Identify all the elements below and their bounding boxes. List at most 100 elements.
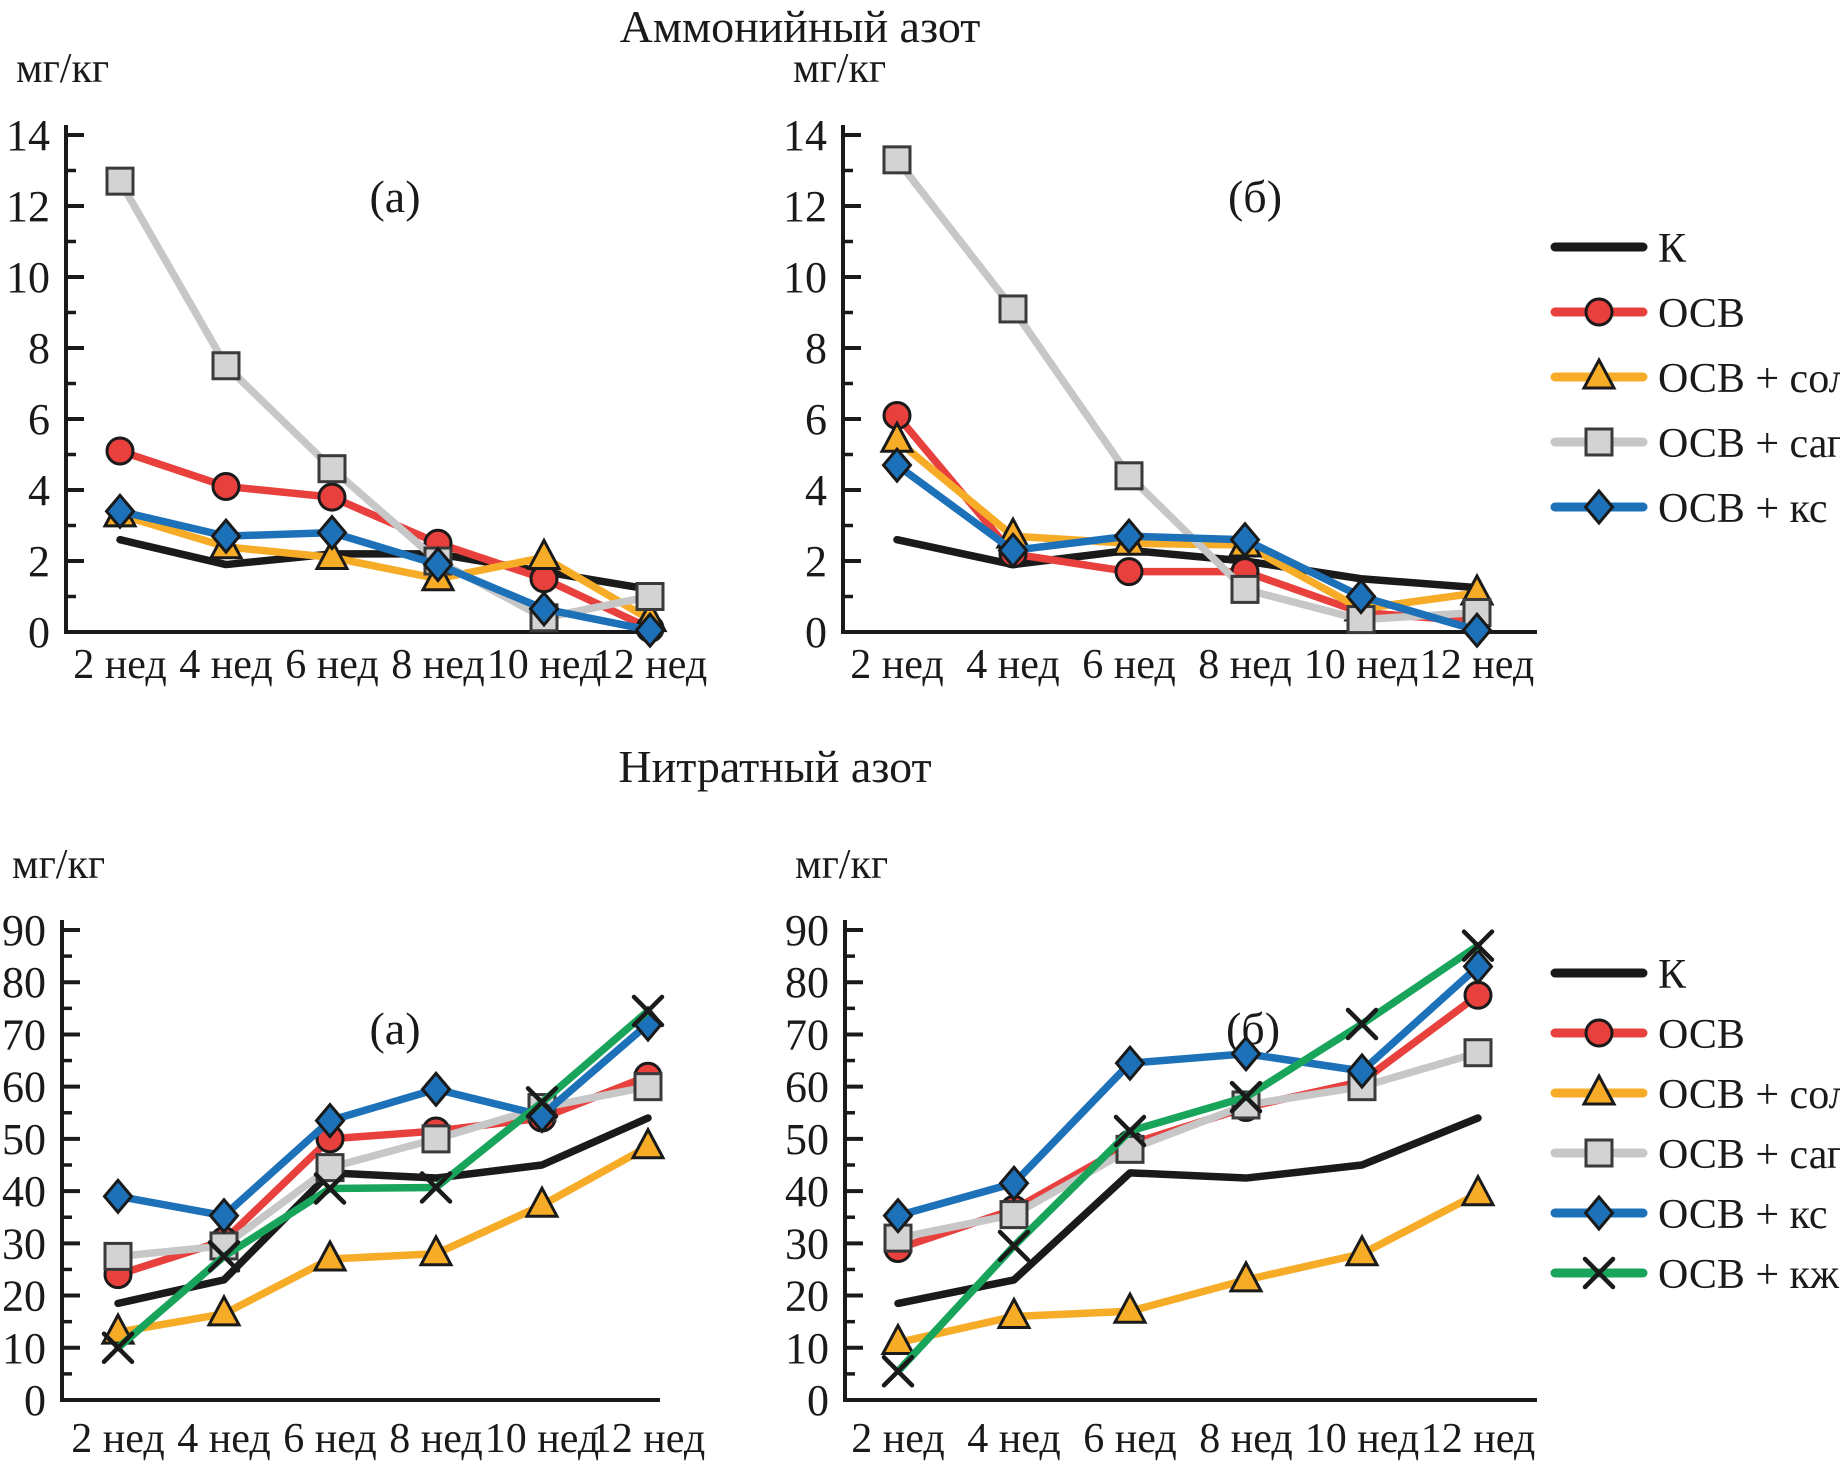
series-line	[893, 156, 1481, 624]
series-osv-sap	[883, 1038, 1493, 1253]
square-marker	[1230, 574, 1260, 604]
triangle-marker	[880, 1322, 916, 1356]
series-osv-sol	[880, 1173, 1496, 1356]
x-tick-label: 4 нед	[177, 1416, 270, 1462]
x-marker	[631, 994, 665, 1028]
x-tick-label: 4 нед	[966, 642, 1059, 688]
diamond-marker	[102, 1178, 134, 1215]
x-marker	[101, 1331, 135, 1365]
diamond-marker	[420, 1070, 452, 1108]
square-marker	[999, 1200, 1029, 1230]
triangle-marker	[1460, 1173, 1496, 1207]
diamond-marker	[104, 492, 136, 530]
circle-marker	[105, 436, 135, 466]
triangle-marker	[1344, 1233, 1380, 1267]
series-line	[893, 436, 1481, 613]
circle-marker	[1114, 557, 1144, 587]
y-axis-unit-label: мг/кг	[12, 842, 105, 888]
legend-nitrate: К ОСВ ОСВ + сол ОСВ + сап ОСВ + кс ОСВ + кж	[1550, 952, 1840, 1298]
legend-label: ОСВ + сол	[1658, 1072, 1840, 1118]
series-osv-kzh	[881, 929, 1495, 1388]
axis-line	[60, 920, 660, 1402]
y-tick-label: 6	[28, 395, 50, 444]
legend-label: ОСВ + сап	[1658, 421, 1840, 467]
y-axis-unit-label: мг/кг	[16, 46, 109, 92]
legend-label: ОСВ	[1658, 1012, 1745, 1058]
series-k	[114, 1114, 652, 1308]
y-tick-label: 50	[785, 1115, 829, 1164]
legend-item-osv-ks: ОСВ + кс	[1550, 486, 1828, 532]
series-line	[116, 447, 654, 633]
circle-marker	[317, 482, 347, 512]
y-tick-label: 10	[2, 1324, 46, 1373]
series-line	[116, 535, 654, 594]
legend-item-osv-sol: ОСВ + сол	[1550, 1072, 1840, 1118]
chart-ammonium-b: 0 2 4 6 8 10 12 14 2 нед 4 нед 6 нед 8 нед 10 нед 12 …	[783, 46, 1537, 688]
x-tick-label: 12 нед	[593, 642, 707, 688]
diamond-marker	[208, 1197, 240, 1234]
x-marker	[419, 1171, 453, 1204]
square-marker	[1584, 427, 1614, 457]
legend-label: ОСВ + сап	[1658, 1132, 1840, 1178]
triangle-marker	[996, 1296, 1032, 1329]
x-tick-label: 6 нед	[1083, 1416, 1176, 1462]
x-tick-label: 6 нед	[285, 642, 378, 688]
y-tick-label: 2	[805, 537, 827, 586]
diamond-marker	[528, 590, 560, 628]
series-line	[893, 461, 1481, 634]
x-tick-label: 10 нед	[1305, 1416, 1419, 1462]
axis-line	[843, 920, 1537, 1402]
circle-marker	[1463, 980, 1493, 1010]
diamond-marker	[422, 546, 454, 583]
x-tick-label: 8 нед	[391, 642, 484, 688]
diamond-marker	[1462, 948, 1494, 985]
x-marker	[881, 1355, 915, 1388]
diamond-marker	[1230, 1035, 1262, 1073]
y-tick-label: 8	[805, 324, 827, 373]
x-marker	[997, 1229, 1031, 1263]
x-marker	[1345, 1007, 1379, 1041]
legend-label: ОСВ + кж	[1658, 1252, 1840, 1298]
series-line	[894, 1189, 1482, 1347]
triangle-marker	[206, 1293, 242, 1327]
x-tick-label: 4 нед	[967, 1416, 1060, 1462]
diamond-marker	[210, 517, 242, 555]
series-osv-ks	[882, 948, 1494, 1234]
x-tick-label: 12 нед	[591, 1416, 705, 1462]
series-k	[894, 1114, 1482, 1308]
legend-item-k: К	[1550, 952, 1687, 998]
legend-item-osv-sap: ОСВ + сап	[1550, 1132, 1840, 1178]
diamond-marker	[314, 1102, 346, 1139]
triangle-marker	[314, 537, 350, 570]
nitrate-nitrogen-title: Нитратный азот	[618, 741, 932, 792]
diamond-marker	[1346, 1052, 1378, 1090]
y-tick-label: 8	[28, 324, 50, 373]
legend-item-k: К	[1550, 226, 1687, 272]
square-marker	[105, 166, 135, 196]
diamond-marker	[998, 1164, 1030, 1202]
y-tick-label: 0	[805, 608, 827, 657]
y-tick-label: 80	[2, 958, 46, 1007]
series-line	[894, 962, 1482, 1220]
square-marker	[317, 454, 347, 484]
square-marker	[211, 351, 241, 381]
x-tick-label: 2 нед	[71, 1416, 164, 1462]
legend-item-osv-ks: ОСВ + кс	[1550, 1192, 1828, 1238]
y-tick-label: 70	[785, 1010, 829, 1059]
diamond-marker	[1583, 488, 1615, 526]
chart-ammonium-a: 0 2 4 6 8 10 12 14 2 нед 4 нед 6 нед 8 нед 10 нед12 …	[6, 46, 707, 688]
y-tick-label: 0	[28, 608, 50, 657]
y-tick-label: 60	[2, 1063, 46, 1112]
x-marker	[313, 1172, 347, 1205]
diamond-marker	[1229, 521, 1261, 559]
square-marker	[421, 1124, 451, 1154]
triangle-marker	[312, 1238, 348, 1272]
triangle-marker	[1228, 1259, 1264, 1293]
axis-line	[841, 125, 1537, 634]
y-tick-label: 4	[28, 466, 50, 515]
x-tick-label: 10 нед	[487, 642, 601, 688]
series-line	[116, 507, 654, 634]
legend-label: К	[1658, 952, 1687, 998]
